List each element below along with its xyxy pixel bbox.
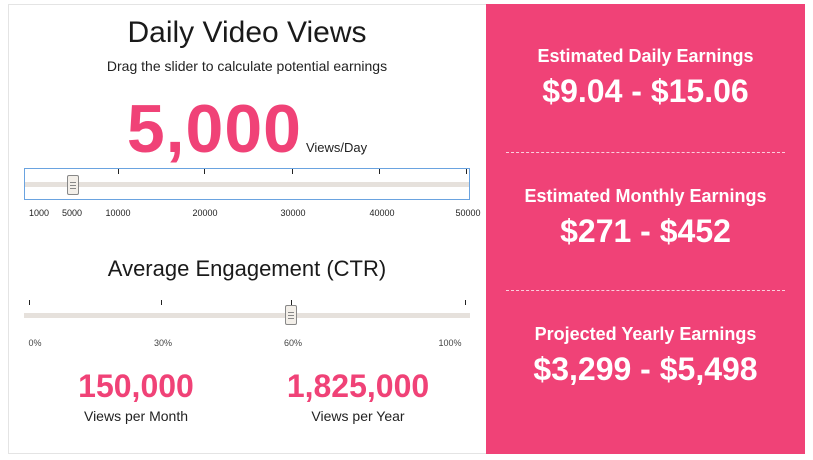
slider-tick: [291, 300, 292, 305]
daily-views-value: 5,000: [126, 91, 302, 167]
slider-tick: [379, 169, 380, 174]
engagement-tick-label: 100%: [438, 338, 462, 348]
engagement-tick-label: 0%: [28, 338, 42, 348]
views-tick-label: 50000: [455, 208, 481, 218]
views-readout: 5,000 Views/Day: [8, 90, 486, 168]
daily-views-handle[interactable]: [67, 175, 79, 195]
views-tick-label: 30000: [280, 208, 306, 218]
engagement-track[interactable]: [24, 313, 470, 318]
slider-tick: [292, 169, 293, 174]
page-title: Daily Video Views: [127, 16, 367, 49]
monthly-earnings-title: Estimated Monthly Earnings: [524, 186, 767, 206]
daily-views-slider[interactable]: [24, 168, 470, 200]
earnings-panel: Estimated Daily Earnings $9.04 - $15.06 …: [486, 4, 805, 454]
earnings-divider: [506, 152, 785, 153]
engagement-slider[interactable]: [24, 300, 470, 326]
views-tick-label: 20000: [192, 208, 218, 218]
yearly-earnings-title: Projected Yearly Earnings: [534, 324, 757, 344]
monthly-earnings: Estimated Monthly Earnings $271 - $452: [486, 186, 805, 250]
yearly-earnings: Projected Yearly Earnings $3,299 - $5,49…: [486, 324, 805, 388]
daily-earnings-value: $9.04 - $15.06: [542, 73, 749, 109]
monthly-views-label: Views per Month: [83, 408, 188, 424]
slider-tick: [29, 300, 30, 305]
views-panel: Daily Video Views Drag the slider to cal…: [8, 4, 486, 454]
yearly-views-value: 1,825,000: [286, 368, 430, 404]
views-tick-label: 1000: [28, 208, 50, 218]
page-subtitle: Drag the slider to calculate potential e…: [106, 58, 388, 74]
daily-earnings: Estimated Daily Earnings $9.04 - $15.06: [486, 46, 805, 110]
engagement-title: Average Engagement (CTR): [107, 256, 387, 281]
monthly-earnings-value: $271 - $452: [560, 213, 731, 249]
slider-tick: [465, 300, 466, 305]
earnings-divider: [506, 290, 785, 291]
slider-tick: [466, 169, 467, 174]
views-tick-label: 5000: [61, 208, 83, 218]
daily-views-track[interactable]: [25, 182, 469, 187]
views-tick-label: 10000: [105, 208, 131, 218]
engagement-handle[interactable]: [285, 305, 297, 325]
slider-tick: [161, 300, 162, 305]
daily-views-unit: Views/Day: [305, 140, 368, 155]
views-tick-label: 40000: [369, 208, 395, 218]
slider-tick: [204, 169, 205, 174]
engagement-tick-label: 60%: [283, 338, 303, 348]
yearly-views-label: Views per Year: [311, 408, 405, 424]
daily-earnings-title: Estimated Daily Earnings: [537, 46, 754, 66]
yearly-earnings-value: $3,299 - $5,498: [533, 351, 758, 387]
slider-tick: [118, 169, 119, 174]
monthly-views-value: 150,000: [78, 368, 194, 404]
engagement-tick-label: 30%: [153, 338, 173, 348]
